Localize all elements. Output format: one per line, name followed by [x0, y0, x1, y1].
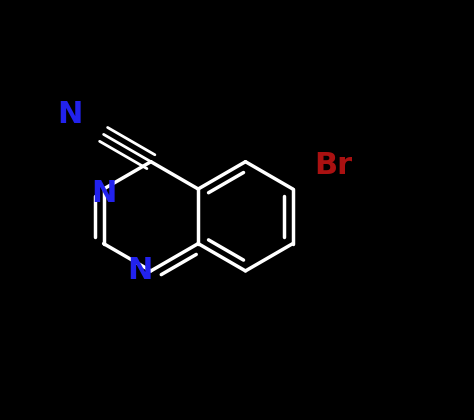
Text: Br: Br [314, 151, 352, 180]
Text: N: N [57, 100, 82, 129]
Text: N: N [128, 256, 153, 286]
Text: N: N [91, 178, 116, 208]
